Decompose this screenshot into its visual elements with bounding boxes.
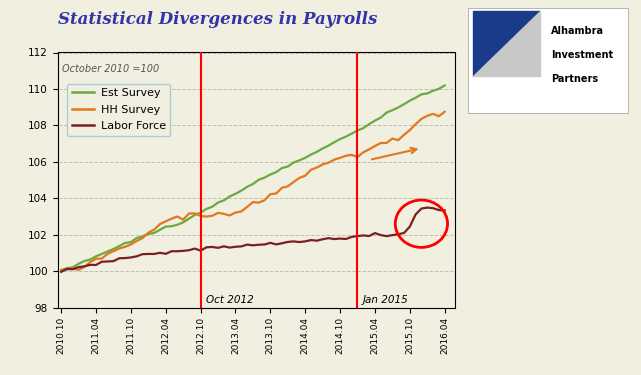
Text: Investment: Investment <box>551 50 613 60</box>
Text: Partners: Partners <box>551 74 599 84</box>
Text: Oct 2012: Oct 2012 <box>206 295 254 305</box>
Text: Statistical Divergences in Payrolls: Statistical Divergences in Payrolls <box>58 11 377 28</box>
Text: Jan 2015: Jan 2015 <box>363 295 409 305</box>
Polygon shape <box>473 10 540 76</box>
Legend: Est Survey, HH Survey, Labor Force: Est Survey, HH Survey, Labor Force <box>67 84 170 136</box>
FancyBboxPatch shape <box>468 8 628 112</box>
Text: October 2010 =100: October 2010 =100 <box>62 64 159 74</box>
Text: Alhambra: Alhambra <box>551 26 604 36</box>
Polygon shape <box>473 10 540 76</box>
